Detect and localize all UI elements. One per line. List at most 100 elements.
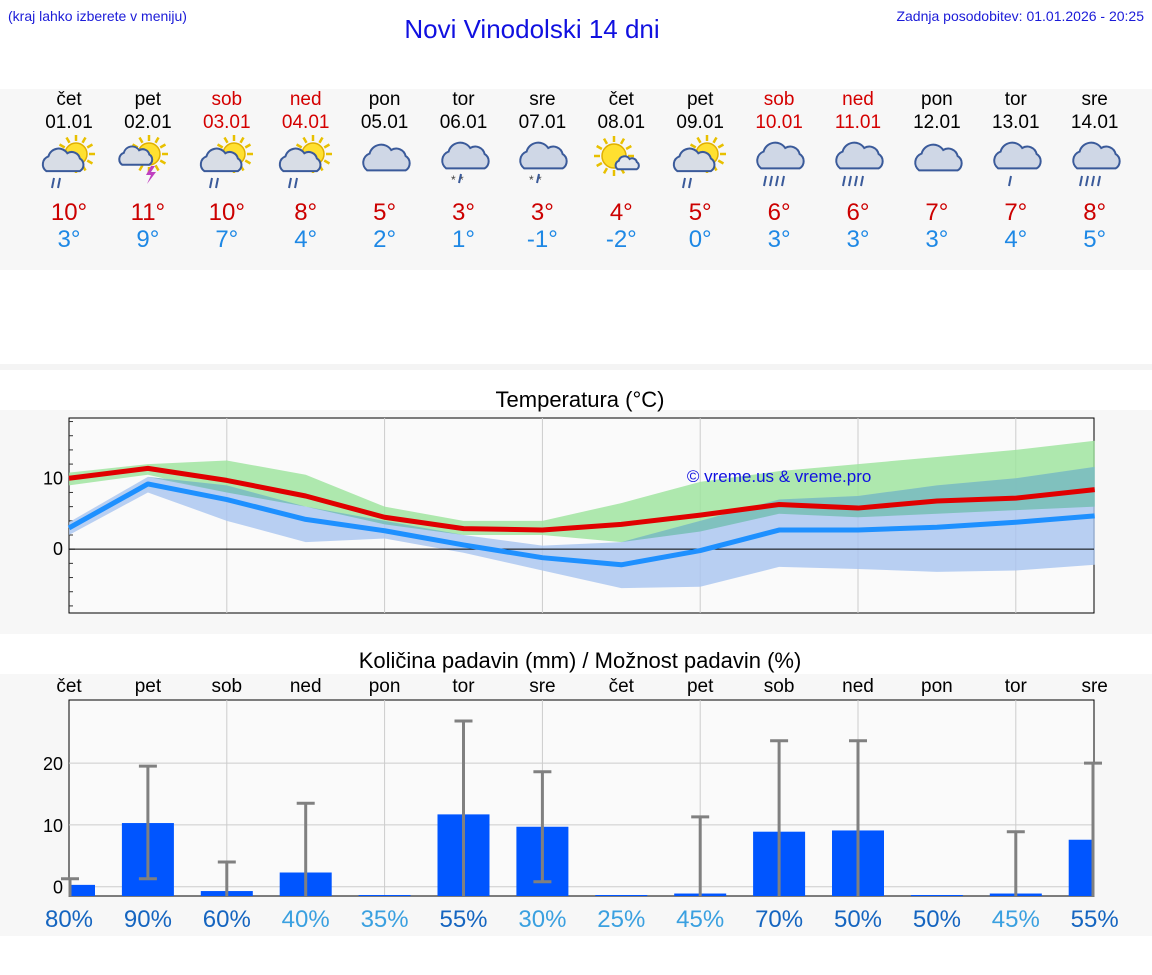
min-temp: 3° — [925, 226, 949, 253]
max-temp: 6° — [767, 199, 791, 226]
cloudy-icon — [361, 143, 411, 172]
divider — [0, 364, 1152, 370]
min-temp: 0° — [688, 226, 712, 253]
day-name: pet — [686, 89, 714, 110]
day-date: 14.01 — [1070, 112, 1119, 133]
max-temp: 10° — [50, 199, 88, 226]
precip-probability: 40% — [282, 906, 330, 933]
y-tick-label: 10 — [43, 468, 63, 488]
day-date: 11.01 — [834, 112, 882, 133]
day-name: tor — [1004, 89, 1027, 110]
sun-small-cloud-icon — [594, 136, 641, 176]
max-temp: 7° — [925, 199, 949, 226]
x-category-label: pet — [687, 676, 714, 697]
day-date: 06.01 — [439, 112, 488, 133]
min-temp: 3° — [846, 226, 870, 253]
cloudy-icon — [914, 143, 963, 172]
day-name: sre — [1081, 89, 1108, 110]
svg-text:* *: * * — [529, 173, 542, 187]
series-line-min — [67, 481, 1095, 568]
day-name: pon — [921, 89, 953, 110]
day-name: pet — [134, 89, 162, 110]
svg-text:* *: * * — [451, 173, 464, 187]
forecast-strip — [0, 89, 1152, 270]
day-date: 02.01 — [124, 112, 172, 133]
precip-probability: 60% — [203, 906, 251, 933]
sun-cloud-rain-icon — [199, 135, 253, 189]
precip-bar — [595, 895, 648, 896]
min-temp: 4° — [1004, 226, 1028, 253]
cloud-snow-rain-icon: * * — [440, 141, 490, 187]
day-date: 08.01 — [597, 112, 646, 133]
min-temp: 1° — [452, 226, 475, 253]
max-temp: 7° — [1004, 199, 1028, 226]
max-temp: 3° — [452, 199, 475, 226]
day-date: 12.01 — [913, 112, 961, 133]
max-temp: 8° — [1083, 199, 1107, 226]
x-category-label: čet — [609, 676, 635, 697]
day-name: sre — [529, 89, 556, 110]
day-date: 07.01 — [518, 112, 567, 133]
min-temp: 3° — [767, 226, 791, 253]
temperature-chart: 0 10 © vreme.us & vreme.pro — [43, 417, 1095, 614]
watermark: © vreme.us & vreme.pro — [687, 467, 871, 486]
day-date: 01.01 — [45, 112, 93, 133]
day-name: sob — [763, 89, 795, 110]
max-temp: 5° — [688, 199, 712, 226]
day-date: 10.01 — [755, 112, 803, 133]
min-temp: -1° — [526, 226, 558, 253]
min-temp: 7° — [215, 226, 239, 253]
day-date: 05.01 — [360, 112, 409, 133]
day-date: 09.01 — [676, 112, 724, 133]
min-temp: 3° — [57, 226, 81, 253]
max-temp: 3° — [530, 199, 554, 226]
x-category-label: pet — [135, 676, 162, 697]
max-temp: 8° — [294, 199, 318, 226]
x-category-label: pon — [921, 676, 953, 697]
day-date: 03.01 — [203, 112, 251, 133]
last-updated: Zadnja posodobitev: 01.01.2026 - 20:25 — [896, 8, 1144, 24]
sun-cloud-rain-icon — [41, 135, 95, 189]
plot-area — [68, 699, 1095, 897]
x-category-label: ned — [842, 676, 874, 697]
day-name: tor — [452, 89, 475, 110]
precip-bar — [910, 895, 963, 896]
cloud-heavy-rain-icon — [756, 141, 805, 187]
day-name: ned — [842, 89, 874, 110]
precip-bar — [1068, 839, 1094, 896]
precip-probability: 30% — [518, 906, 566, 933]
precip-probability: 90% — [124, 906, 172, 933]
max-temp: 5° — [373, 199, 397, 226]
x-category-label: tor — [452, 676, 475, 697]
precip-probability: 55% — [1071, 906, 1119, 933]
day-date: 13.01 — [992, 112, 1040, 133]
precip-bar — [69, 884, 95, 896]
cloud-heavy-rain-icon — [1071, 141, 1121, 187]
max-temp: 6° — [846, 199, 870, 226]
x-category-label: tor — [1005, 676, 1028, 697]
precip-probability: 45% — [992, 906, 1040, 933]
precip-probability: 35% — [361, 906, 409, 933]
precip-bar — [358, 895, 411, 896]
sun-cloud-thunder-icon — [118, 135, 168, 184]
precip-probability: 25% — [597, 906, 645, 933]
min-temp: 9° — [136, 226, 160, 253]
precip-chart-title: Količina padavin (mm) / Možnost padavin … — [358, 648, 802, 673]
series-line-max — [68, 465, 1095, 533]
x-category-label: sob — [211, 676, 242, 697]
y-tick-label: 20 — [43, 754, 63, 774]
y-tick-label: 0 — [53, 878, 63, 898]
x-category-label: sob — [764, 676, 795, 697]
max-temp: 11° — [130, 199, 166, 226]
precipitation-chart: 0 10 20 čet pet sob ned pon tor sre čet pet sob ned po… — [43, 676, 1119, 933]
location-menu-hint: (kraj lahko izberete v meniju) — [8, 8, 187, 24]
y-tick-label: 0 — [53, 539, 63, 559]
cloud-rain-icon — [993, 141, 1042, 187]
day-name: čet — [608, 89, 634, 110]
x-category-label: ned — [290, 676, 322, 697]
max-temp: 4° — [609, 199, 633, 226]
min-temp: 4° — [294, 226, 318, 253]
x-category-label: sre — [529, 676, 555, 697]
x-category-label: sre — [1081, 676, 1107, 697]
precip-probability: 80% — [45, 906, 93, 933]
